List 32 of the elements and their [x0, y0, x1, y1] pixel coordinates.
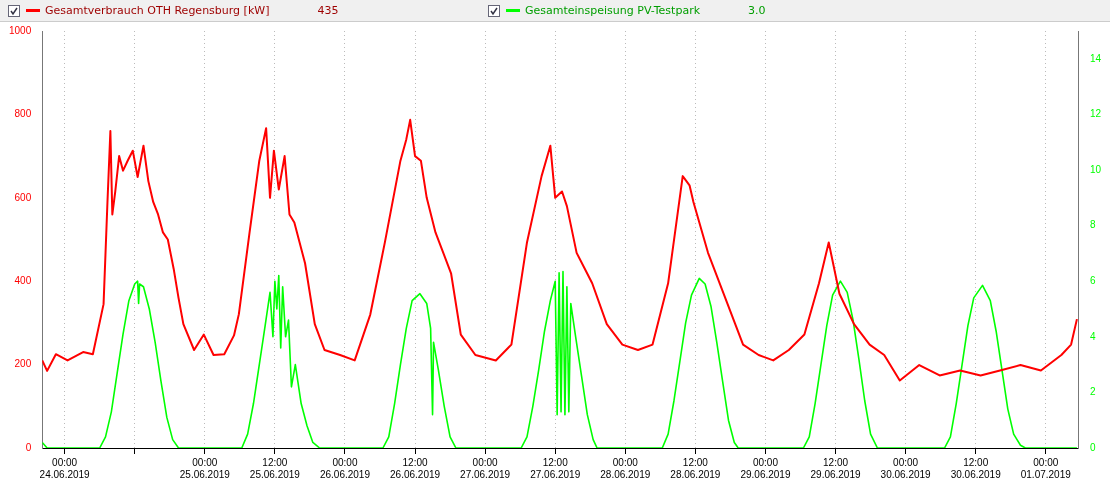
x-tick-label: 00:00 01.07.2019	[1020, 456, 1072, 480]
x-tick-label: 00:00 26.06.2019	[319, 456, 371, 480]
x-tick-label: 00:00 29.06.2019	[740, 456, 791, 480]
y2-tick-label: 14	[1089, 52, 1102, 64]
text: 435	[317, 4, 339, 17]
y2-tick-label: 2	[1089, 386, 1096, 398]
y2-tick-label: 8	[1089, 219, 1096, 231]
y-tick-label: 200	[14, 358, 32, 370]
y2-tick-label: 6	[1089, 274, 1096, 286]
x-tick-label: 12:00 26.06.2019	[390, 456, 441, 480]
y2-tick-label: 12	[1089, 108, 1102, 120]
y2-tick-label: 10	[1089, 163, 1102, 175]
y-tick-label: 600	[14, 191, 32, 203]
y2-tick-label: 0	[1089, 441, 1096, 453]
x-tick-label: 12:00 28.06.2019	[670, 456, 721, 480]
x-tick-label: 12:00 29.06.2019	[810, 456, 861, 480]
x-tick-label: 00:00 24.06.2019	[39, 456, 91, 480]
x-tick-label: 00:00 27.06.2019	[460, 456, 511, 480]
text: 3.0	[748, 4, 766, 17]
legend-label: Gesamtverbrauch OTH Regensburg [kW]	[45, 4, 270, 17]
x-tick-label: 12:00 25.06.2019	[249, 456, 301, 480]
legend-label: Gesamteinspeisung PV-Testpark	[525, 4, 701, 17]
x-tick-label: 00:00 30.06.2019	[880, 456, 932, 480]
y-tick-label: 800	[14, 108, 32, 120]
y-tick-label: 400	[14, 274, 32, 286]
y-tick-label: 0	[25, 441, 32, 453]
x-tick-label: 00:00 25.06.2019	[179, 456, 231, 480]
y-tick-label: 1000	[9, 24, 32, 36]
x-tick-label: 12:00 27.06.2019	[530, 456, 581, 480]
x-tick-label: 00:00 28.06.2019	[600, 456, 651, 480]
y2-tick-label: 4	[1089, 330, 1096, 342]
x-tick-label: 12:00 30.06.2019	[950, 456, 1002, 480]
